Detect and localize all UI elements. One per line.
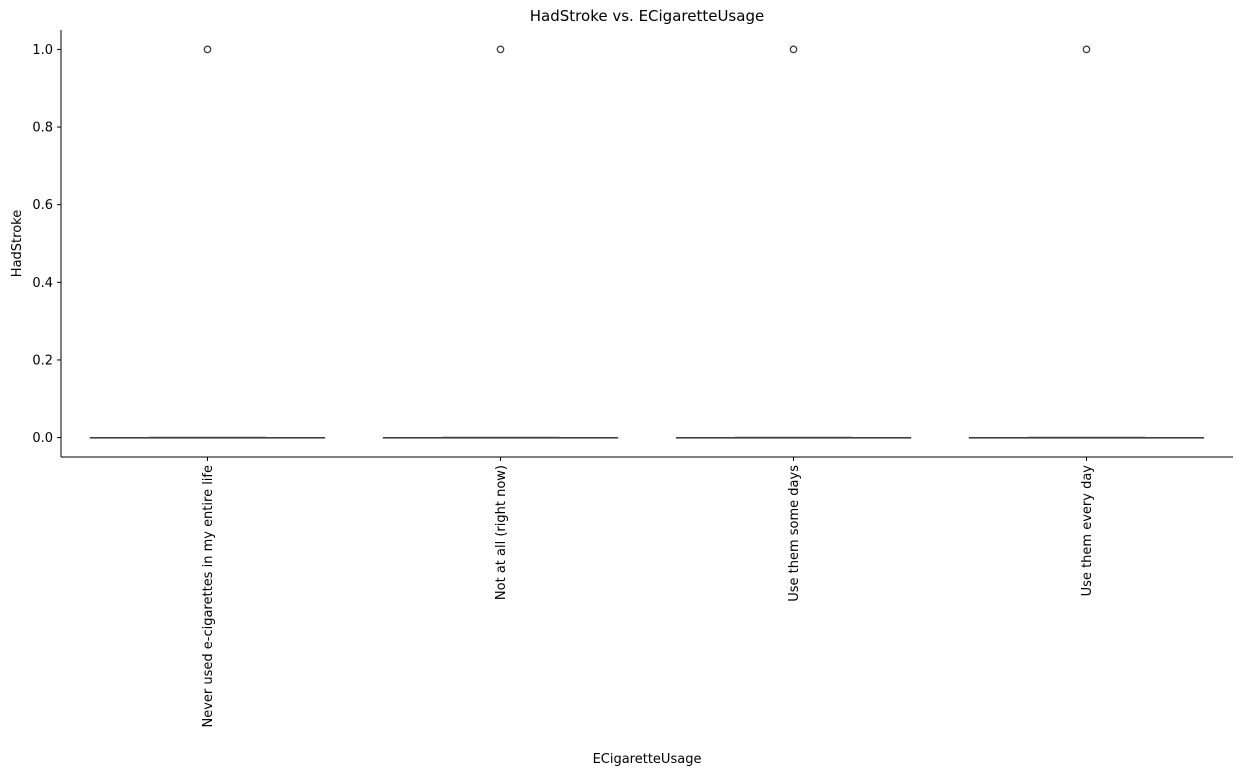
axes	[60, 30, 1233, 458]
y-tick-label: 0.4	[32, 276, 53, 291]
box	[89, 45, 326, 439]
flier-point	[1082, 45, 1091, 54]
y-tick-label: 0.2	[32, 353, 53, 368]
boxes	[89, 45, 1205, 439]
flier-point	[203, 45, 212, 54]
chart-title: HadStroke vs. ECigaretteUsage	[530, 7, 764, 25]
x-ticks: Never used e-cigarettes in my entire lif…	[201, 457, 1095, 728]
x-tick-label: Use them every day	[1080, 465, 1095, 597]
x-tick-label: Not at all (right now)	[494, 465, 509, 600]
y-tick-label: 1.0	[32, 43, 53, 58]
y-tick-label: 0.8	[32, 121, 53, 136]
x-tick-label: Never used e-cigarettes in my entire lif…	[201, 465, 216, 728]
flier-point	[496, 45, 505, 54]
y-ticks: 0.0 0.2 0.4 0.6 0.8 1.0	[32, 43, 61, 446]
box	[675, 45, 912, 439]
x-axis-label: ECigaretteUsage	[593, 752, 702, 767]
box	[382, 45, 619, 439]
flier-point	[789, 45, 798, 54]
x-tick-label: Use them some days	[787, 465, 802, 602]
y-axis-label: HadStroke	[10, 210, 25, 277]
y-tick-label: 0.0	[32, 431, 53, 446]
box	[968, 45, 1205, 439]
y-tick-label: 0.6	[32, 198, 53, 213]
